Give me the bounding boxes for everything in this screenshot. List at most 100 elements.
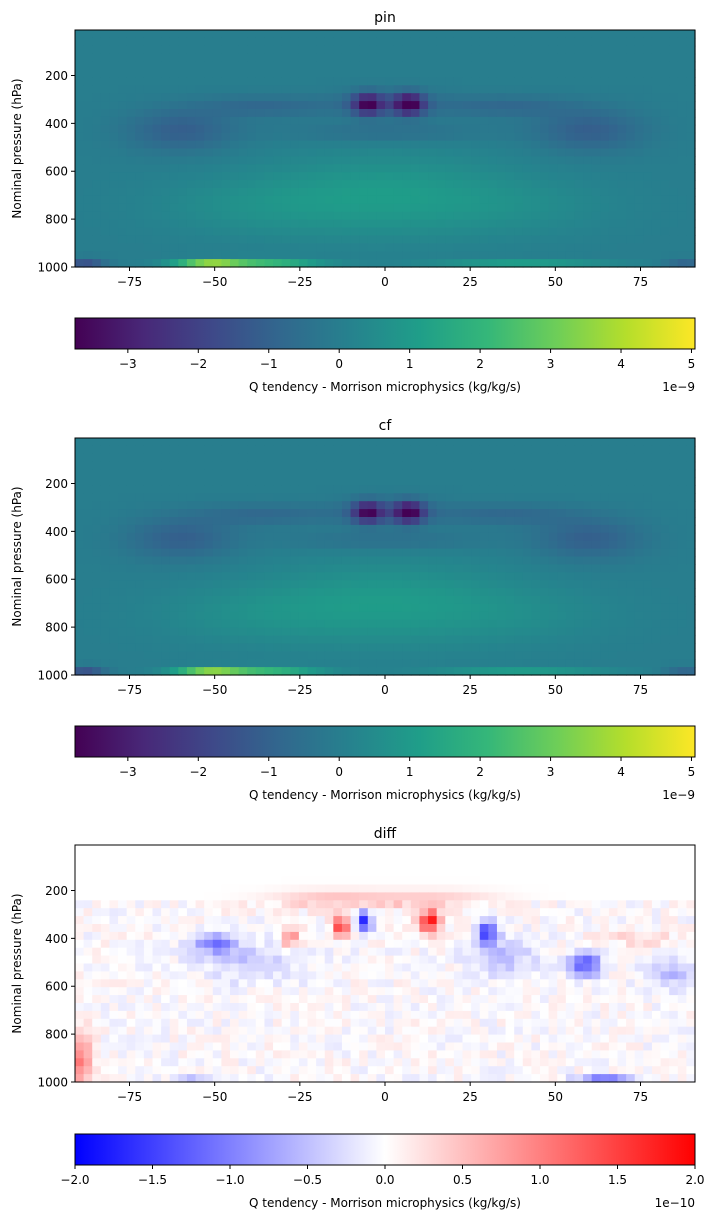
heatmap-cell — [221, 85, 231, 94]
heatmap-cell — [341, 501, 352, 510]
heatmap-cell — [230, 259, 240, 268]
heatmap-cell — [273, 195, 283, 205]
heatmap-cell — [169, 643, 179, 652]
heatmap-cell — [178, 101, 188, 110]
heatmap-cell — [677, 445, 687, 455]
heatmap-cell — [591, 180, 601, 189]
heatmap-cell — [540, 845, 550, 854]
heatmap-cell — [436, 900, 446, 909]
heatmap-cell — [531, 517, 541, 526]
heatmap-cell — [273, 501, 283, 510]
heatmap-cell — [238, 884, 248, 893]
heatmap-cell — [333, 243, 343, 252]
heatmap-cell — [178, 627, 188, 637]
heatmap-cell — [212, 501, 222, 510]
heatmap-cell — [393, 501, 403, 510]
heatmap-cell — [565, 469, 576, 479]
heatmap-cell — [548, 588, 558, 597]
heatmap-cell — [600, 876, 610, 886]
heatmap-cell — [273, 884, 283, 893]
heatmap-cell — [135, 445, 145, 455]
heatmap-cell — [505, 667, 515, 676]
heatmap-cell — [92, 580, 102, 589]
heatmap-cell — [651, 619, 662, 629]
heatmap-cell — [281, 109, 291, 118]
heatmap-cell — [453, 501, 464, 510]
heatmap-cell — [410, 524, 421, 534]
heatmap-cell — [221, 667, 231, 676]
heatmap-cell — [393, 461, 403, 471]
heatmap-cell — [298, 635, 309, 644]
heatmap-cell — [643, 109, 653, 118]
heatmap-cell — [126, 251, 136, 260]
heatmap-cell — [462, 651, 472, 660]
chart-title: diff — [374, 826, 397, 842]
heatmap-cell — [109, 61, 119, 71]
heatmap-cell — [591, 109, 601, 118]
heatmap-cell — [453, 588, 464, 597]
heatmap-cell — [651, 517, 662, 526]
heatmap-cell — [453, 445, 464, 455]
heatmap-cell — [178, 603, 188, 613]
heatmap-cell — [496, 243, 507, 252]
heatmap-cell — [428, 635, 438, 644]
heatmap-cell — [367, 884, 377, 893]
heatmap-cell — [402, 140, 412, 150]
heatmap-cell — [419, 101, 429, 110]
heatmap-cell — [651, 156, 662, 165]
heatmap-cell — [548, 564, 558, 573]
heatmap-cell — [479, 596, 489, 605]
heatmap-cell — [333, 235, 343, 244]
heatmap-cell — [600, 564, 610, 573]
heatmap-cell — [100, 445, 111, 455]
heatmap-cell — [126, 77, 136, 86]
heatmap-cell — [514, 627, 524, 637]
heatmap-cell — [178, 580, 188, 589]
heatmap-cell — [548, 172, 558, 181]
heatmap-cell — [333, 116, 343, 126]
heatmap-cell — [591, 124, 601, 134]
heatmap-cell — [118, 501, 128, 510]
heatmap-cell — [591, 540, 601, 550]
heatmap-cell — [281, 156, 291, 165]
heatmap-cell — [591, 509, 601, 518]
heatmap-cell — [651, 556, 662, 565]
heatmap-cell — [333, 493, 343, 502]
heatmap-cell — [557, 101, 567, 110]
heatmap-cell — [255, 635, 266, 644]
heatmap-cell — [686, 643, 696, 652]
heatmap-cell — [307, 259, 317, 268]
heatmap-cell — [677, 603, 687, 613]
heatmap-cell — [367, 860, 377, 870]
heatmap-cell — [350, 627, 360, 637]
heatmap-cell — [574, 564, 584, 573]
heatmap-cell — [221, 77, 231, 86]
heatmap-cell — [152, 101, 162, 110]
heatmap-cell — [385, 619, 395, 629]
heatmap-cell — [583, 93, 593, 102]
heatmap-cell — [83, 643, 93, 652]
colorbar-label: Q tendency - Morrison microphysics (kg/k… — [249, 380, 521, 394]
heatmap-cell — [445, 572, 455, 581]
heatmap-cell — [255, 860, 266, 870]
heatmap-cell — [126, 53, 136, 63]
heatmap-cell — [247, 124, 257, 134]
heatmap-cell — [118, 651, 128, 660]
heatmap-cell — [126, 524, 136, 534]
heatmap-cell — [522, 93, 532, 102]
heatmap-cell — [462, 580, 472, 589]
heatmap-cell — [324, 892, 334, 901]
heatmap-cell — [152, 211, 162, 221]
heatmap-cell — [626, 53, 636, 63]
heatmap-cell — [643, 627, 653, 637]
heatmap-cell — [385, 556, 395, 565]
heatmap-cell — [100, 517, 111, 526]
heatmap-cell — [453, 524, 464, 534]
heatmap-cell — [100, 195, 111, 205]
heatmap-cell — [316, 235, 326, 244]
heatmap-cell — [608, 635, 619, 644]
heatmap-cell — [350, 69, 360, 78]
heatmap-cell — [195, 845, 205, 854]
heatmap-cell — [385, 659, 395, 668]
heatmap-cell — [152, 140, 162, 150]
